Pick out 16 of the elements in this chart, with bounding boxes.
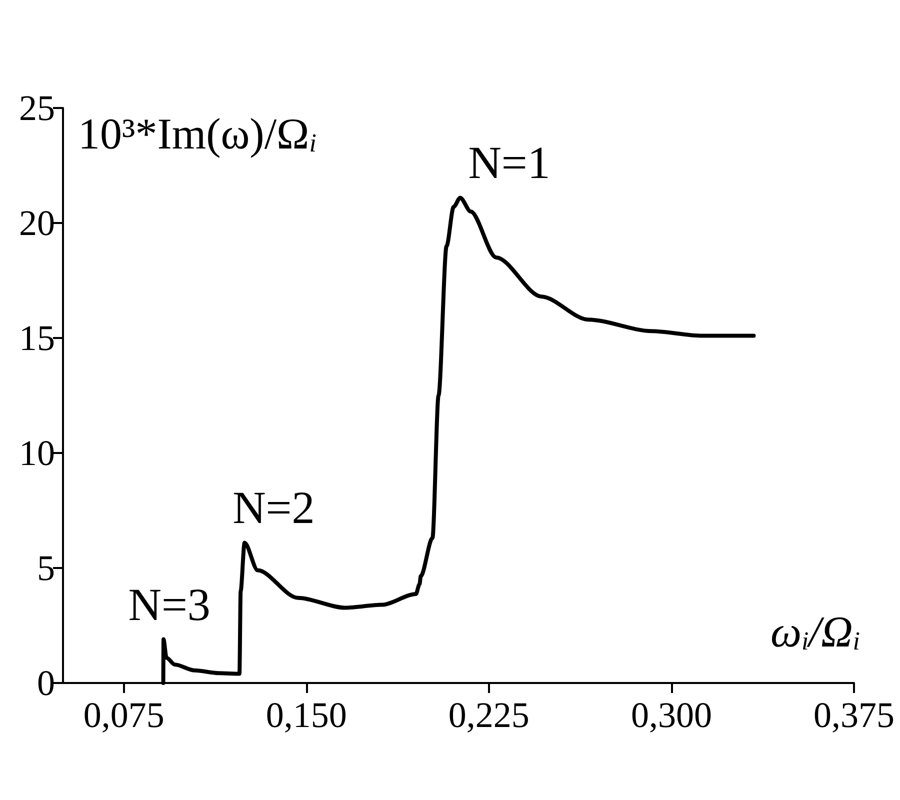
x-tick-label: 0,225 — [448, 695, 530, 735]
x-tick-label: 0,150 — [266, 695, 347, 735]
y-axis-title: 10³*Im(ω)/Ωi — [78, 110, 316, 158]
y-tick-label: 10 — [19, 433, 55, 473]
annotation: N=1 — [468, 137, 550, 188]
annotation: N=2 — [232, 482, 315, 534]
y-tick-label: 5 — [37, 548, 55, 588]
y-tick-label: 25 — [19, 88, 55, 128]
y-tick-label: 0 — [37, 663, 55, 703]
x-axis-title: ωi/Ωi — [770, 608, 860, 656]
y-tick-label: 15 — [19, 318, 55, 358]
x-tick-label: 0,075 — [83, 695, 164, 735]
x-tick-label: 0,375 — [814, 695, 894, 735]
annotation: N=3 — [128, 578, 210, 630]
x-tick-label: 0,300 — [630, 695, 712, 735]
y-tick-label: 20 — [19, 203, 55, 243]
